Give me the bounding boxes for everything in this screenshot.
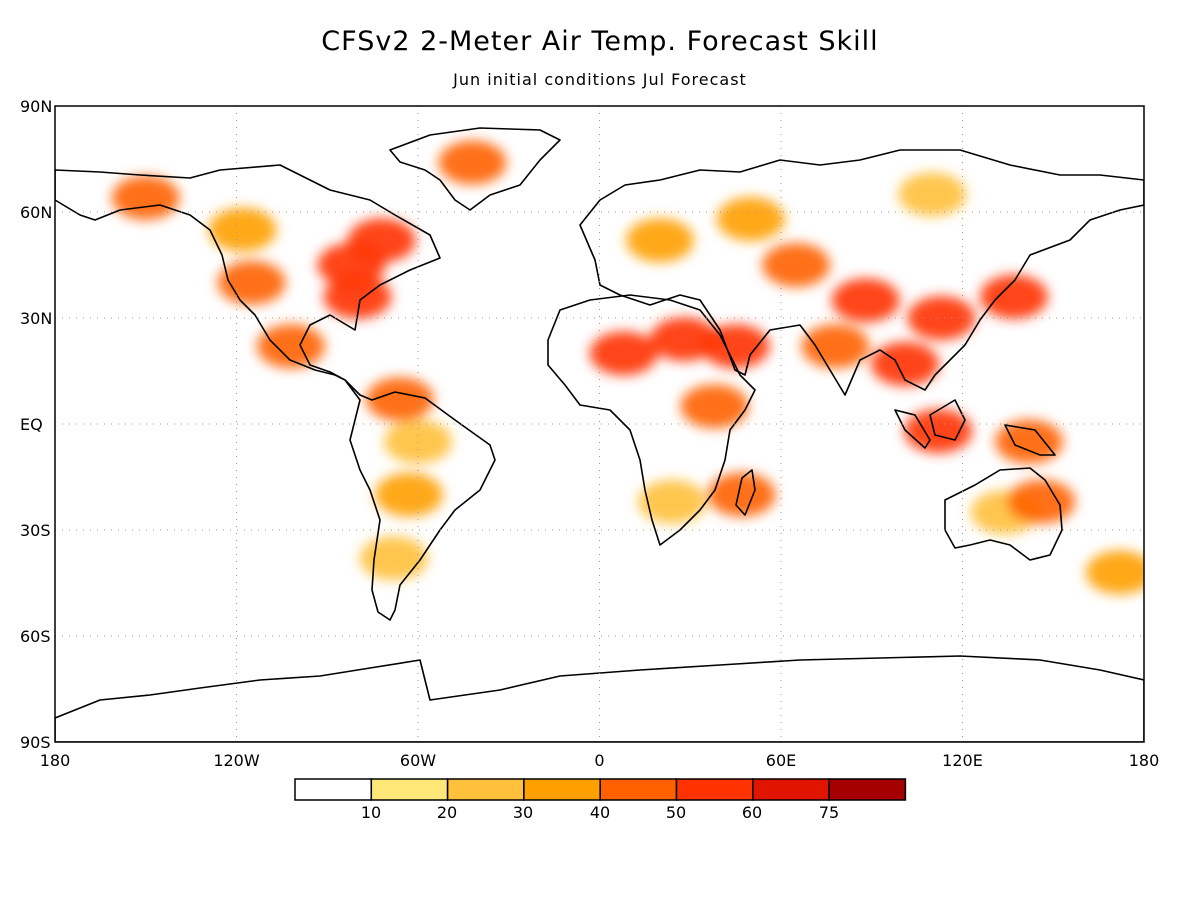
coastline <box>894 409 931 449</box>
map-title: CFSv2 2-Meter Air Temp. Forecast Skill <box>321 26 879 57</box>
skill-region <box>384 419 452 464</box>
plot-frame <box>54 105 1145 743</box>
coastline <box>944 467 1063 561</box>
skill-region <box>904 409 973 454</box>
map-subtitle: Jun initial conditions Jul Forecast <box>453 70 747 89</box>
skill-region <box>1007 479 1076 524</box>
coastline <box>929 399 966 441</box>
lat-label-90s: 90S <box>20 733 51 752</box>
axes: 90N 60N 30N EQ 30S 60S 90S 180 120W 60W … <box>20 97 1159 770</box>
color-legend: 10 20 30 40 50 60 75 <box>294 778 907 822</box>
lon-label-120w: 120W <box>213 751 260 770</box>
skill-region <box>217 260 286 305</box>
skill-region <box>701 324 770 369</box>
legend-swatch <box>523 778 601 801</box>
legend-label-10: 10 <box>361 803 381 822</box>
grid-lines <box>55 106 1144 742</box>
skill-region <box>995 419 1064 464</box>
lat-label-60s: 60S <box>20 627 51 646</box>
skill-region <box>871 341 940 386</box>
skill-region <box>111 175 180 220</box>
lon-label-180e: 180 <box>1129 751 1160 770</box>
skill-region <box>365 377 434 422</box>
skill-region <box>762 243 831 287</box>
skill-region <box>979 274 1048 319</box>
skill-region <box>438 140 507 185</box>
antarctica <box>55 656 1144 742</box>
coastline <box>1004 424 1056 456</box>
skill-region <box>208 207 277 252</box>
legend-label-40: 40 <box>590 803 610 822</box>
skill-region <box>1085 550 1144 595</box>
coastline <box>344 379 496 621</box>
skill-region <box>650 317 719 362</box>
lon-label-180w: 180 <box>40 751 71 770</box>
skill-region <box>716 197 785 242</box>
coastline <box>735 469 756 516</box>
lon-label-0: 0 <box>594 751 604 770</box>
coastline <box>389 127 561 211</box>
lat-label-eq: EQ <box>20 415 43 434</box>
legend-swatch <box>752 778 830 801</box>
legend-swatch <box>599 778 678 801</box>
skill-region <box>831 278 900 323</box>
skill-region <box>680 384 749 429</box>
skill-region <box>589 331 658 376</box>
coastline <box>55 164 441 381</box>
skill-region <box>638 479 707 524</box>
legend-swatch <box>294 778 373 801</box>
lon-label-120e: 120E <box>942 751 983 770</box>
skill-region <box>359 536 428 581</box>
legend-label-60: 60 <box>742 803 762 822</box>
legend-label-20: 20 <box>437 803 457 822</box>
lat-label-30n: 30N <box>20 309 52 328</box>
skill-region <box>707 472 776 517</box>
skill-shading <box>111 140 1144 595</box>
skill-region <box>907 296 976 340</box>
legend-label-75: 75 <box>819 803 839 822</box>
legend-swatch <box>675 778 754 801</box>
lat-label-60n: 60N <box>20 203 52 222</box>
skill-region <box>323 274 392 319</box>
skill-region <box>801 324 870 369</box>
legend-label-50: 50 <box>666 803 686 822</box>
skill-region <box>256 324 325 369</box>
lon-label-60e: 60E <box>766 751 796 770</box>
legend-label-30: 30 <box>513 803 533 822</box>
legend-swatch <box>828 778 907 801</box>
legend-swatch <box>446 778 525 801</box>
coastline <box>547 294 756 546</box>
legend-swatch <box>370 778 449 801</box>
lat-label-90n: 90N <box>20 97 52 116</box>
lat-label-30s: 30S <box>20 521 51 540</box>
lon-label-60w: 60W <box>400 751 436 770</box>
skill-region <box>374 472 443 517</box>
skill-region <box>626 218 694 263</box>
skill-region <box>898 172 967 217</box>
